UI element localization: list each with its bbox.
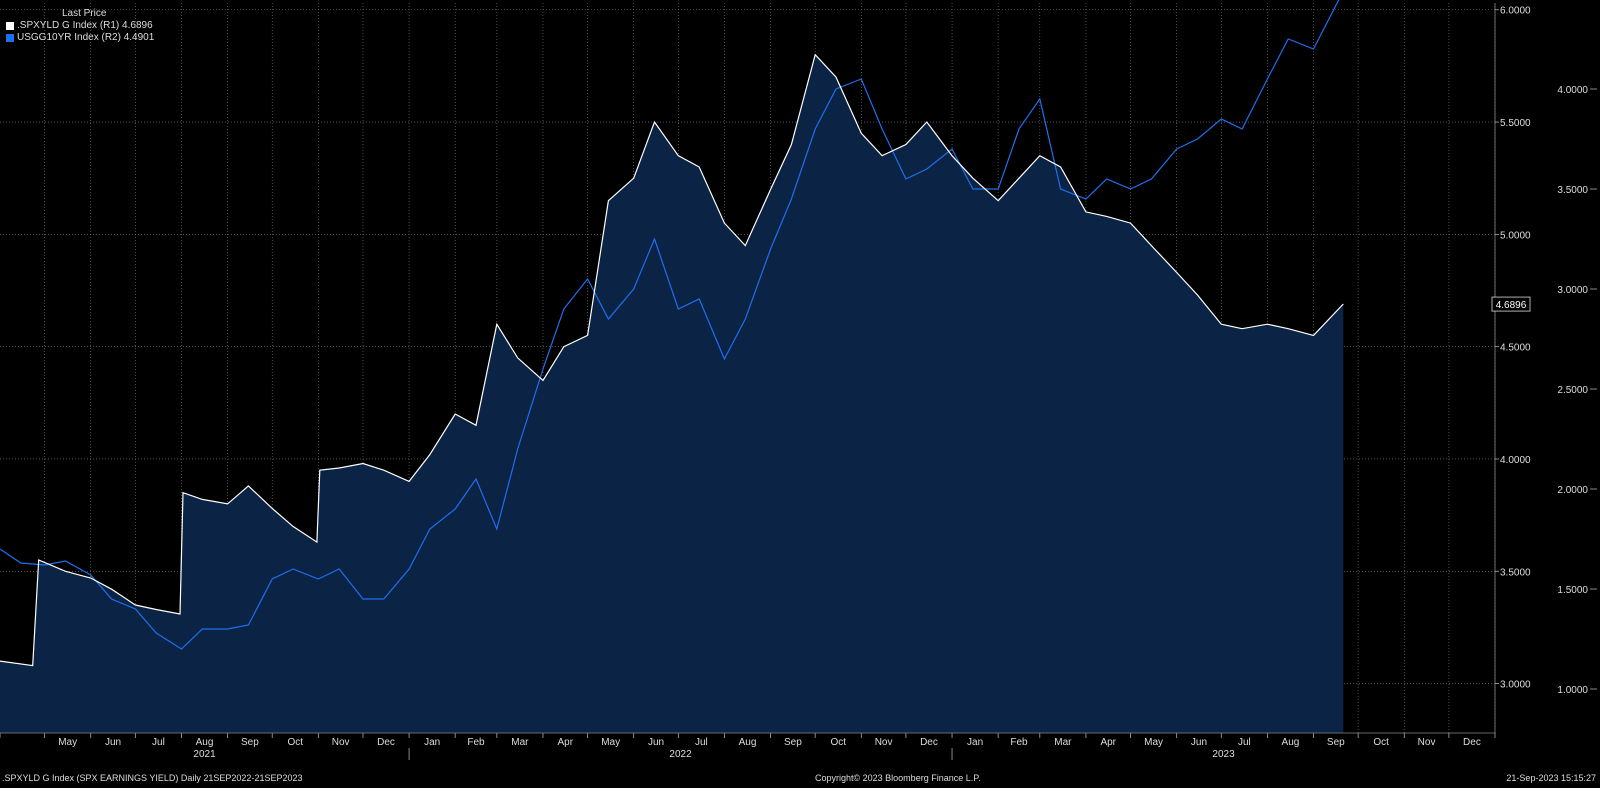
x-year-label-2021: 2021 (193, 749, 216, 760)
legend: Last Price .SPXYLD G Index (R1) 4.6896 U… (6, 8, 154, 44)
r2-tick-label: 2.5000 (1557, 385, 1588, 396)
x-tick-label-dec: Dec (920, 737, 938, 748)
x-tick-label-may: May (58, 737, 77, 748)
spx-line (0, 53, 1344, 667)
r2-tick-label: 1.0000 (1557, 685, 1588, 696)
spx-last-price-label: 4.6896 (1496, 300, 1527, 311)
x-tick-label-sep: Sep (1327, 737, 1345, 748)
legend-label-spx: .SPXYLD G Index (R1) 4.6896 (17, 20, 153, 31)
legend-item-spx[interactable]: .SPXYLD G Index (R1) 4.6896 (6, 20, 154, 32)
x-tick-label-aug: Aug (1282, 737, 1300, 748)
x-tick-label-feb: Feb (1010, 737, 1028, 748)
footer-security-info: .SPXYLD G Index (SPX EARNINGS YIELD) Dai… (2, 773, 303, 783)
ust-area-fill (0, 54, 1344, 733)
x-tick-label-aug: Aug (196, 737, 214, 748)
x-tick-label-nov: Nov (332, 737, 350, 748)
x-tick-label-jul: Jul (1238, 737, 1251, 748)
x-year-label-2022: 2022 (669, 749, 692, 760)
r2-tick-label: 3.0000 (1557, 285, 1588, 296)
x-tick-label-jul: Jul (152, 737, 165, 748)
last-price-labels: 4.68964.4901 (1491, 296, 1531, 312)
x-tick-label-jun: Jun (105, 737, 121, 748)
x-tick-label-dec: Dec (1463, 737, 1481, 748)
x-tick-label-oct: Oct (1373, 737, 1389, 748)
x-tick-label-jun: Jun (1191, 737, 1207, 748)
footer-timestamp: 21-Sep-2023 15:15:27 (1506, 773, 1596, 783)
r1-tick-label: 5.0000 (1500, 230, 1531, 241)
x-tick-label-jul: Jul (695, 737, 708, 748)
r1-tick-label: 5.5000 (1500, 118, 1531, 129)
ust-line (0, 0, 1340, 650)
x-tick-label-nov: Nov (1418, 737, 1436, 748)
x-tick-label-sep: Sep (241, 737, 259, 748)
x-year-label-2023: 2023 (1212, 749, 1235, 760)
x-tick-label-dec: Dec (377, 737, 395, 748)
x-tick-label-sep: Sep (784, 737, 802, 748)
x-tick-label-apr: Apr (557, 737, 573, 748)
x-tick-label-oct: Oct (830, 737, 846, 748)
r1-tick-label: 3.5000 (1500, 567, 1531, 578)
r2-tick-label: 3.5000 (1557, 185, 1588, 196)
legend-swatch-spx (6, 22, 14, 30)
x-tick-label-oct: Oct (287, 737, 303, 748)
x-tick-label-aug: Aug (739, 737, 757, 748)
x-tick-label-nov: Nov (875, 737, 893, 748)
legend-header: Last Price (62, 8, 107, 19)
legend-item-ust[interactable]: USGG10YR Index (R2) 4.4901 (6, 32, 154, 44)
x-tick-label-mar: Mar (511, 737, 529, 748)
r2-tick-label: 2.0000 (1557, 485, 1588, 496)
r1-tick-label: 4.5000 (1500, 343, 1531, 354)
legend-label-ust: USGG10YR Index (R2) 4.4901 (17, 32, 155, 43)
spx-last-price-box (1491, 296, 1531, 312)
r1-tick-label: 4.0000 (1500, 455, 1531, 466)
r1-tick-label: 3.0000 (1500, 680, 1531, 691)
r1-axis: 6.0000 5.5000 5.0000 4.5000 4.0000 3.5000 3.00… (1495, 6, 1531, 691)
x-tick-label-may: May (601, 737, 620, 748)
x-tick-label-apr: Apr (1100, 737, 1116, 748)
x-tick-label-may: May (1144, 737, 1163, 748)
r1-tick-label: 6.0000 (1500, 6, 1531, 17)
x-tick-label-feb: Feb (467, 737, 485, 748)
x-tick-label-jun: Jun (648, 737, 664, 748)
legend-swatch-ust (6, 34, 14, 42)
r2-axis: 4.0000 3.5000 3.0000 2.5000 2.0000 1.5000 1.00… (1557, 85, 1597, 696)
x-tick-label-mar: Mar (1054, 737, 1072, 748)
r2-tick-label: 4.0000 (1557, 85, 1588, 96)
footer-copyright: Copyright© 2023 Bloomberg Finance L.P. (815, 773, 981, 783)
x-axis: May Jun Jul Aug Sep Oct Nov Dec Jan Feb Mar Apr May J… (0, 3, 1496, 760)
x-tick-label-jan: Jan (967, 737, 983, 748)
x-tick-label-jan: Jan (424, 737, 440, 748)
r2-tick-label: 1.5000 (1557, 585, 1588, 596)
